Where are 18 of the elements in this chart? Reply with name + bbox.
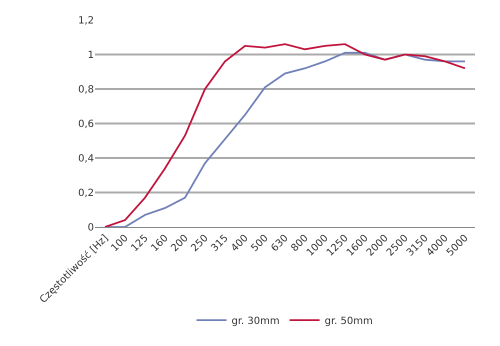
x-tick-label: 200 [169,232,191,254]
y-tick-label: 0 [88,222,94,234]
y-tick-label: 1 [88,50,94,61]
x-tick-label: 250 [189,232,211,254]
x-tick-label: 500 [249,232,271,254]
y-tick-label: 0,2 [78,188,94,199]
x-tick-label: 630 [269,232,291,254]
y-tick-label: 0,8 [78,84,94,96]
legend-label: gr. 50mm [324,316,373,328]
x-tick-label: 125 [129,232,151,254]
legend-label: gr. 30mm [232,316,280,328]
x-tick-label: 100 [109,232,131,254]
y-tick-label: 0,4 [78,154,94,164]
y-tick-label: 1,2 [78,16,94,26]
y-tick-label: 0,6 [78,119,94,130]
x-tick-label: 400 [229,232,251,254]
x-tick-label: 160 [149,232,171,254]
x-tick-label: 315 [209,232,231,254]
